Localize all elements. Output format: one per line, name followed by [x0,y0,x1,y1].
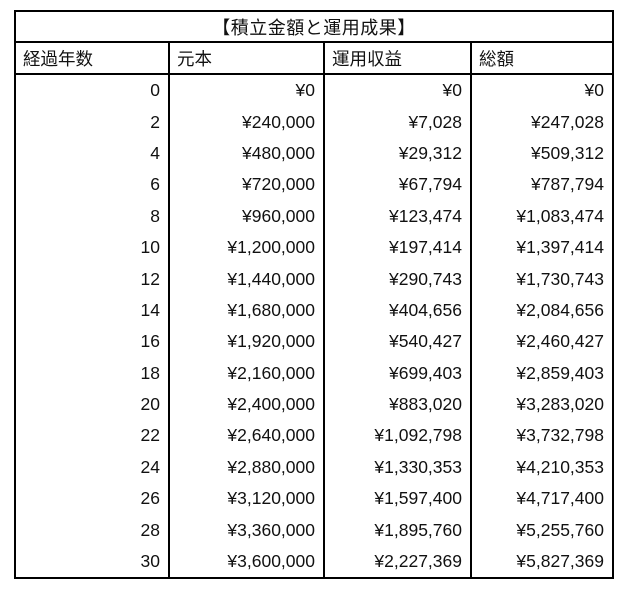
principal-cell: ¥3,120,000 [168,483,325,515]
investment-returns-cell: ¥67,794 [323,169,472,201]
elapsed-years-cell: 16 [14,326,170,358]
elapsed-years-cell: 6 [14,169,170,201]
investment-returns-cell: ¥540,427 [323,326,472,358]
investment-returns-cell: ¥1,895,760 [323,514,472,546]
total-cell: ¥787,794 [470,169,614,201]
principal-cell: ¥2,160,000 [168,357,325,389]
investment-returns-cell: ¥883,020 [323,388,472,421]
elapsed-years-cell: 20 [14,388,170,421]
table-row: 20 ¥2,400,000 ¥883,020 ¥3,283,020 [14,388,614,421]
elapsed-years-cell: 10 [14,231,170,264]
total-cell: ¥4,210,353 [470,451,614,484]
principal-cell: ¥1,920,000 [168,326,325,358]
principal-cell: ¥3,600,000 [168,545,325,579]
investment-returns-cell: ¥0 [323,74,472,107]
table-row: 22 ¥2,640,000 ¥1,092,798 ¥3,732,798 [14,420,614,452]
table-row: 6 ¥720,000 ¥67,794 ¥787,794 [14,169,614,201]
data-table: 【積立金額と運用成果】 経過年数 元本 運用収益 総額 0 ¥0 ¥0 ¥0 2 ¥240… [14,10,614,580]
table-title: 【積立金額と運用成果】 [14,10,614,43]
principal-cell: ¥2,400,000 [168,388,325,421]
principal-cell: ¥240,000 [168,106,325,138]
total-cell: ¥1,730,743 [470,263,614,295]
total-cell: ¥1,397,414 [470,231,614,264]
table-row: 16 ¥1,920,000 ¥540,427 ¥2,460,427 [14,326,614,358]
table-row: 0 ¥0 ¥0 ¥0 [14,74,614,107]
total-cell: ¥509,312 [470,137,614,170]
investment-returns-cell: ¥2,227,369 [323,545,472,579]
principal-cell: ¥2,640,000 [168,420,325,452]
principal-cell: ¥960,000 [168,200,325,232]
table-row: 12 ¥1,440,000 ¥290,743 ¥1,730,743 [14,263,614,295]
total-cell: ¥4,717,400 [470,483,614,515]
total-cell: ¥1,083,474 [470,200,614,232]
elapsed-years-cell: 28 [14,514,170,546]
table-row: 10 ¥1,200,000 ¥197,414 ¥1,397,414 [14,231,614,264]
elapsed-years-cell: 4 [14,137,170,170]
total-cell: ¥247,028 [470,106,614,138]
principal-cell: ¥2,880,000 [168,451,325,484]
investment-returns-cell: ¥29,312 [323,137,472,170]
elapsed-years-cell: 2 [14,106,170,138]
investment-returns-cell: ¥699,403 [323,357,472,389]
savings-results-table: 【積立金額と運用成果】 経過年数 元本 運用収益 総額 0 ¥0 ¥0 ¥0 2 ¥240… [14,10,614,580]
table-row: 2 ¥240,000 ¥7,028 ¥247,028 [14,106,614,138]
table-header-row: 経過年数 元本 運用収益 総額 [14,41,614,75]
column-header-elapsed-years: 経過年数 [14,41,170,75]
total-cell: ¥2,084,656 [470,294,614,327]
table-row: 30 ¥3,600,000 ¥2,227,369 ¥5,827,369 [14,545,614,579]
table-title-row: 【積立金額と運用成果】 [14,10,614,43]
elapsed-years-cell: 18 [14,357,170,389]
principal-cell: ¥3,360,000 [168,514,325,546]
table-row: 24 ¥2,880,000 ¥1,330,353 ¥4,210,353 [14,451,614,484]
investment-returns-cell: ¥7,028 [323,106,472,138]
table-row: 28 ¥3,360,000 ¥1,895,760 ¥5,255,760 [14,514,614,546]
elapsed-years-cell: 14 [14,294,170,327]
investment-returns-cell: ¥123,474 [323,200,472,232]
elapsed-years-cell: 26 [14,483,170,515]
column-header-investment-returns: 運用収益 [323,41,472,75]
investment-returns-cell: ¥1,092,798 [323,420,472,452]
table-row: 14 ¥1,680,000 ¥404,656 ¥2,084,656 [14,294,614,327]
elapsed-years-cell: 24 [14,451,170,484]
investment-returns-cell: ¥1,330,353 [323,451,472,484]
total-cell: ¥5,255,760 [470,514,614,546]
principal-cell: ¥1,200,000 [168,231,325,264]
principal-cell: ¥1,680,000 [168,294,325,327]
elapsed-years-cell: 22 [14,420,170,452]
total-cell: ¥2,460,427 [470,326,614,358]
total-cell: ¥5,827,369 [470,545,614,579]
elapsed-years-cell: 30 [14,545,170,579]
principal-cell: ¥0 [168,74,325,107]
principal-cell: ¥480,000 [168,137,325,170]
total-cell: ¥3,283,020 [470,388,614,421]
table-row: 26 ¥3,120,000 ¥1,597,400 ¥4,717,400 [14,483,614,515]
table-row: 4 ¥480,000 ¥29,312 ¥509,312 [14,137,614,170]
table-row: 8 ¥960,000 ¥123,474 ¥1,083,474 [14,200,614,232]
investment-returns-cell: ¥404,656 [323,294,472,327]
total-cell: ¥2,859,403 [470,357,614,389]
total-cell: ¥3,732,798 [470,420,614,452]
elapsed-years-cell: 8 [14,200,170,232]
table-row: 18 ¥2,160,000 ¥699,403 ¥2,859,403 [14,357,614,389]
total-cell: ¥0 [470,74,614,107]
investment-returns-cell: ¥290,743 [323,263,472,295]
investment-returns-cell: ¥1,597,400 [323,483,472,515]
elapsed-years-cell: 0 [14,74,170,107]
principal-cell: ¥720,000 [168,169,325,201]
column-header-principal: 元本 [168,41,325,75]
elapsed-years-cell: 12 [14,263,170,295]
investment-returns-cell: ¥197,414 [323,231,472,264]
column-header-total: 総額 [470,41,614,75]
principal-cell: ¥1,440,000 [168,263,325,295]
table-body: 0 ¥0 ¥0 ¥0 2 ¥240,000 ¥7,028 ¥247,028 4 ¥480,000 ¥… [14,74,614,579]
